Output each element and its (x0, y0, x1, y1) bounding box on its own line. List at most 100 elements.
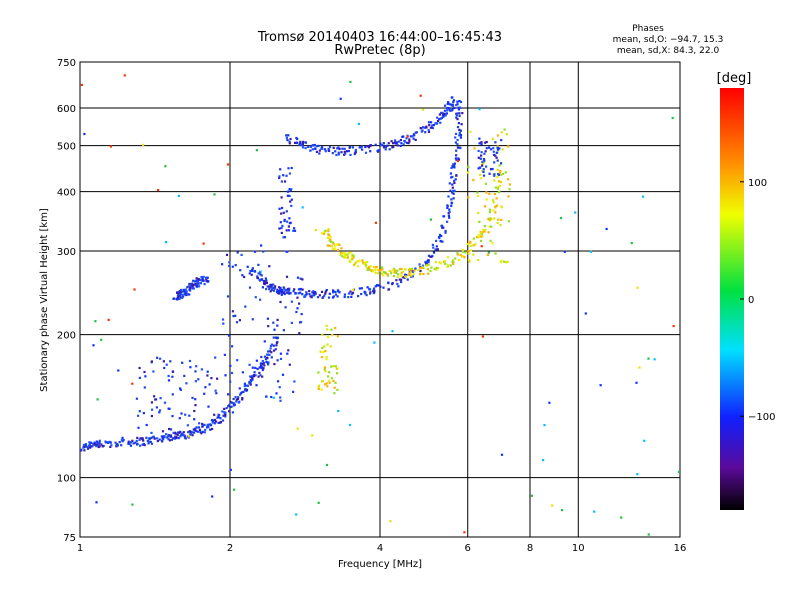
data-point (157, 189, 160, 192)
data-point (331, 152, 334, 155)
data-point (439, 262, 442, 265)
data-point (255, 384, 258, 387)
data-point (530, 494, 533, 497)
data-point (278, 175, 281, 178)
data-point (363, 262, 366, 265)
data-point (367, 268, 370, 271)
data-point (677, 470, 680, 473)
data-point (127, 440, 130, 443)
data-point (249, 269, 252, 273)
data-point (192, 279, 195, 282)
data-point (288, 222, 291, 225)
data-point (236, 359, 239, 362)
data-point (346, 256, 349, 259)
data-point (483, 159, 486, 162)
data-point (308, 290, 311, 293)
data-point (412, 272, 415, 276)
data-point (174, 432, 177, 435)
data-point (459, 134, 463, 137)
data-point (211, 495, 214, 498)
data-point (193, 431, 196, 434)
data-point (358, 260, 361, 263)
data-point (239, 269, 242, 272)
data-point (412, 270, 415, 273)
data-point (244, 388, 247, 391)
data-point (142, 439, 145, 442)
data-point (479, 166, 482, 169)
data-point (272, 289, 275, 292)
data-point (496, 187, 499, 190)
data-point (288, 363, 291, 366)
data-point (469, 249, 472, 252)
data-point (450, 109, 454, 112)
data-point (480, 151, 483, 154)
data-point (193, 429, 196, 432)
data-point (330, 245, 333, 248)
data-point (468, 242, 471, 245)
data-point (188, 293, 191, 296)
data-point (288, 194, 291, 197)
data-point (372, 287, 376, 290)
data-point (309, 295, 312, 298)
data-point (287, 290, 290, 293)
data-point (400, 142, 403, 145)
data-point (418, 263, 421, 266)
data-point (245, 384, 249, 387)
data-point (142, 442, 145, 446)
data-point (489, 239, 492, 242)
data-point (478, 137, 481, 140)
data-point (373, 266, 377, 269)
data-point (282, 329, 285, 332)
data-point (643, 439, 646, 442)
data-point (417, 269, 420, 272)
data-point (398, 278, 401, 281)
data-point (309, 149, 312, 152)
data-point (497, 180, 501, 183)
data-point (352, 254, 355, 257)
data-point (484, 141, 487, 144)
data-point (593, 510, 596, 513)
data-point (299, 291, 302, 294)
data-point (379, 144, 383, 147)
data-point (331, 296, 335, 299)
data-point (257, 375, 260, 378)
data-point (456, 100, 459, 103)
data-point (458, 259, 461, 262)
data-point (204, 428, 207, 431)
data-point (228, 410, 231, 413)
data-point (301, 288, 304, 291)
data-point (503, 128, 506, 131)
y-tick-label: 600 (57, 104, 76, 115)
data-point (506, 178, 510, 181)
data-point (225, 407, 228, 410)
data-point (443, 104, 447, 107)
data-point (206, 276, 209, 279)
data-point (327, 375, 330, 378)
data-point (260, 274, 263, 277)
data-point (460, 123, 463, 126)
data-point (403, 276, 406, 279)
data-point (411, 135, 414, 138)
data-point (500, 162, 503, 165)
data-point (264, 358, 267, 361)
data-point (203, 423, 206, 426)
data-point (308, 293, 311, 296)
data-point (84, 443, 88, 446)
data-point (487, 251, 490, 254)
data-point (217, 413, 220, 416)
data-point (482, 174, 486, 177)
data-point (478, 220, 481, 223)
data-point (223, 407, 226, 410)
data-point (143, 370, 146, 374)
data-point (334, 244, 337, 247)
data-point (181, 296, 184, 299)
data-point (395, 142, 398, 145)
data-point (289, 292, 292, 295)
data-point (150, 442, 154, 445)
data-point (280, 226, 283, 230)
data-point (500, 181, 503, 184)
data-point (444, 262, 447, 265)
data-point (95, 501, 98, 504)
data-point (243, 275, 246, 279)
data-point (289, 200, 292, 203)
